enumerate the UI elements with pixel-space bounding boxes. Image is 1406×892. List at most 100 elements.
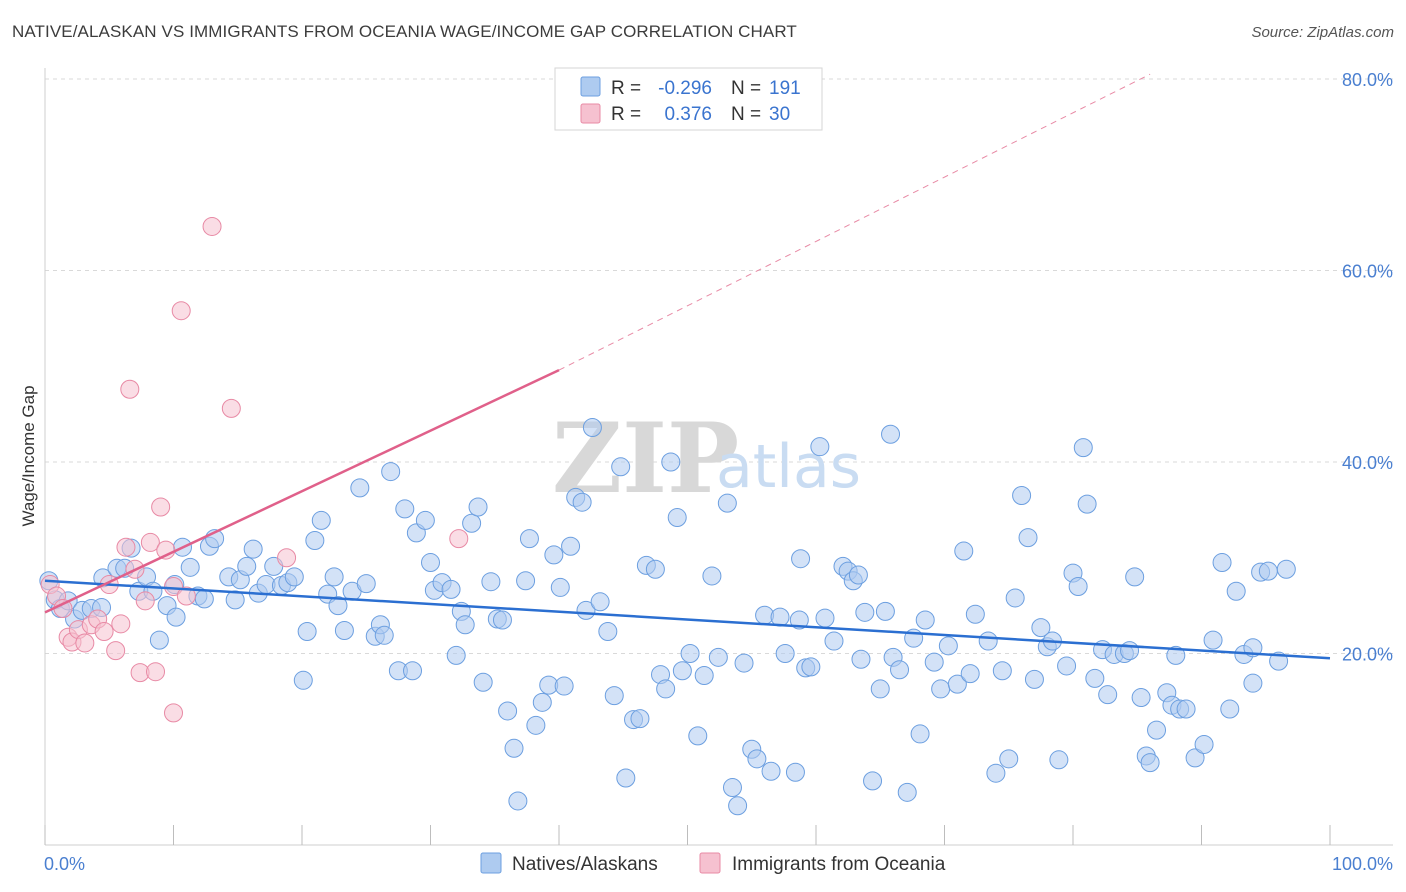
- data-point-native: [582, 418, 602, 438]
- data-point-native: [446, 645, 466, 665]
- data-point-native: [1012, 486, 1032, 506]
- data-point-oceania: [164, 703, 183, 723]
- stats-legend: R = -0.296 N = 191 R = 0.376 N = 30: [554, 67, 823, 131]
- data-point-native: [561, 536, 581, 556]
- data-point-native: [789, 610, 809, 630]
- axes: [44, 68, 1393, 846]
- data-point-native: [492, 610, 512, 630]
- data-point-native: [441, 579, 461, 599]
- data-point-native: [947, 674, 967, 694]
- series-legend: Natives/Alaskans Immigrants from Oceania: [480, 852, 946, 875]
- data-point-oceania: [140, 532, 160, 552]
- data-point-native: [149, 630, 169, 650]
- data-point-native: [992, 661, 1012, 681]
- data-point-native: [881, 424, 901, 444]
- data-point-native: [1147, 720, 1167, 740]
- data-point-native: [462, 513, 482, 533]
- data-point-native: [1024, 669, 1044, 689]
- data-point-native: [311, 510, 331, 530]
- series-immigrants-from-oceania: [40, 216, 469, 723]
- data-point-native: [473, 672, 493, 692]
- data-point-native: [481, 572, 501, 592]
- data-point-oceania: [151, 497, 171, 517]
- data-point-native: [415, 510, 435, 530]
- data-point-oceania: [75, 633, 95, 653]
- data-point-native: [630, 709, 650, 729]
- data-point-native: [526, 715, 546, 735]
- data-point-native: [1073, 438, 1093, 458]
- data-point-native: [801, 657, 821, 677]
- legend-r-label-1: R =: [611, 78, 641, 99]
- data-point-native: [572, 492, 592, 512]
- data-point-oceania: [111, 614, 131, 634]
- data-point-oceania: [449, 529, 469, 549]
- data-point-oceania: [176, 586, 196, 606]
- data-point-native: [688, 726, 708, 746]
- trend-line-oceania-extension: [558, 73, 1151, 371]
- x-tick-label-left: 0.0%: [44, 854, 85, 874]
- bottom-legend-swatch-blue: [480, 852, 502, 874]
- data-point-native: [455, 615, 475, 635]
- data-point-native: [1031, 618, 1051, 638]
- data-point-native: [722, 778, 742, 798]
- data-point-native: [576, 600, 596, 620]
- y-axis-label: Wage/Income Gap: [19, 385, 38, 526]
- data-point-native: [863, 771, 883, 791]
- data-point-native: [616, 768, 636, 788]
- data-point-native: [1005, 588, 1025, 608]
- data-point-native: [328, 596, 348, 616]
- chart-title: NATIVE/ALASKAN VS IMMIGRANTS FROM OCEANI…: [12, 22, 797, 41]
- trend-lines: [44, 73, 1331, 660]
- data-point-native: [694, 666, 714, 686]
- data-point-native: [1185, 748, 1205, 768]
- data-point-native: [611, 457, 631, 477]
- data-point-native: [356, 574, 376, 594]
- data-point-oceania: [120, 379, 140, 399]
- data-point-native: [924, 652, 944, 672]
- data-point-native: [1194, 734, 1214, 754]
- legend-r-value-1: -0.296: [658, 78, 712, 99]
- data-point-native: [761, 761, 781, 781]
- data-point-native: [978, 631, 998, 651]
- data-point-native: [717, 493, 737, 513]
- trend-line-oceania: [44, 368, 560, 614]
- data-point-native: [334, 621, 354, 641]
- watermark: ZIP atlas: [552, 402, 861, 515]
- data-point-native: [508, 791, 528, 811]
- data-point-native: [661, 452, 681, 472]
- data-point-oceania: [164, 576, 183, 596]
- data-point-native: [931, 679, 951, 699]
- data-point-native: [645, 559, 665, 579]
- data-point-native: [986, 763, 1006, 783]
- y-tick-label: 40.0%: [1342, 453, 1393, 473]
- data-point-native: [421, 553, 440, 573]
- data-point-native: [875, 601, 895, 621]
- data-point-native: [1243, 673, 1263, 693]
- legend-n-value-2: 30: [769, 104, 790, 125]
- data-point-native: [897, 782, 917, 802]
- data-point-native: [305, 531, 325, 551]
- legend-r-label-2: R =: [611, 104, 641, 125]
- data-point-native: [554, 676, 574, 696]
- data-point-native: [656, 679, 676, 699]
- data-point-native: [1085, 668, 1105, 688]
- data-point-native: [1220, 699, 1240, 719]
- watermark-atlas: atlas: [716, 432, 861, 502]
- data-point-native: [1226, 581, 1246, 601]
- data-point-native: [1068, 576, 1088, 596]
- data-point-oceania: [146, 662, 166, 682]
- data-point-native: [243, 539, 263, 559]
- data-point-native: [965, 604, 985, 624]
- data-point-native: [403, 661, 423, 681]
- data-point-native: [374, 625, 394, 645]
- data-point-oceania: [116, 537, 136, 557]
- data-point-native: [1077, 494, 1097, 514]
- data-point-native: [1276, 559, 1296, 579]
- data-point-native: [999, 749, 1019, 769]
- data-point-native: [1120, 641, 1140, 661]
- data-point-native: [504, 738, 524, 758]
- data-point-native: [180, 557, 200, 577]
- data-point-native: [1018, 528, 1038, 548]
- data-point-native: [785, 762, 805, 782]
- data-point-native: [938, 636, 958, 656]
